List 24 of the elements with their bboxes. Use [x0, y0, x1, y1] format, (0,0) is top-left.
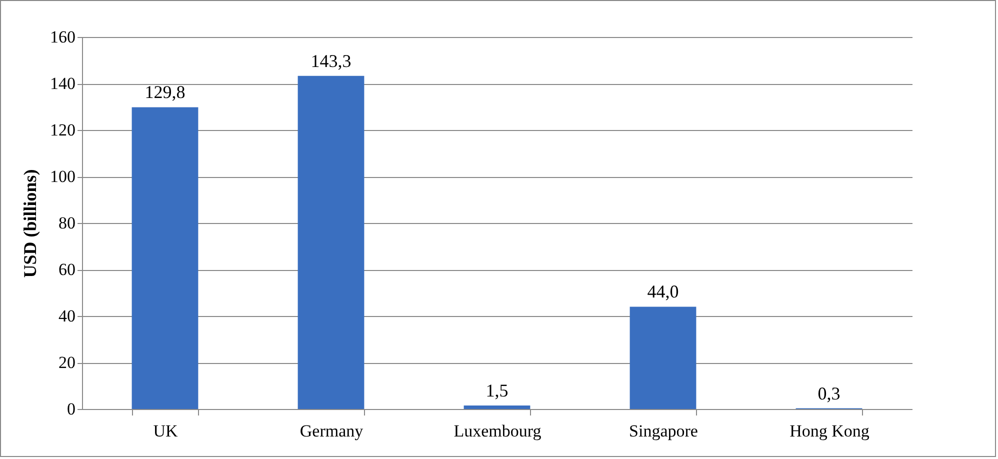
data-label: 1,5: [486, 380, 508, 401]
bar: [464, 406, 530, 409]
bar: [132, 107, 198, 409]
x-tick-label: UK: [153, 422, 178, 440]
data-label: 143,3: [310, 50, 352, 71]
bar: [630, 306, 696, 409]
y-tick-label: 140: [50, 74, 76, 93]
y-tick-label: 40: [58, 306, 76, 326]
data-label: 0,3: [818, 383, 840, 404]
y-tick-label: 60: [58, 260, 76, 279]
data-label: 44,0: [647, 282, 679, 302]
x-tick-label: Hong Kong: [790, 422, 870, 440]
x-tick-label: Germany: [300, 422, 364, 440]
y-tick-label: 120: [50, 120, 76, 140]
x-tick-label: Singapore: [629, 422, 698, 440]
y-tick-label: 100: [50, 167, 76, 186]
data-label: 129,8: [144, 82, 186, 102]
y-tick-label: 0: [67, 400, 76, 418]
x-tick-label: Luxembourg: [454, 422, 542, 440]
y-axis-title: USD (billions): [20, 169, 40, 278]
bar: [298, 76, 364, 409]
y-tick-label: 20: [58, 353, 76, 372]
y-tick-label: 160: [50, 28, 76, 46]
y-tick-label: 80: [58, 214, 76, 232]
